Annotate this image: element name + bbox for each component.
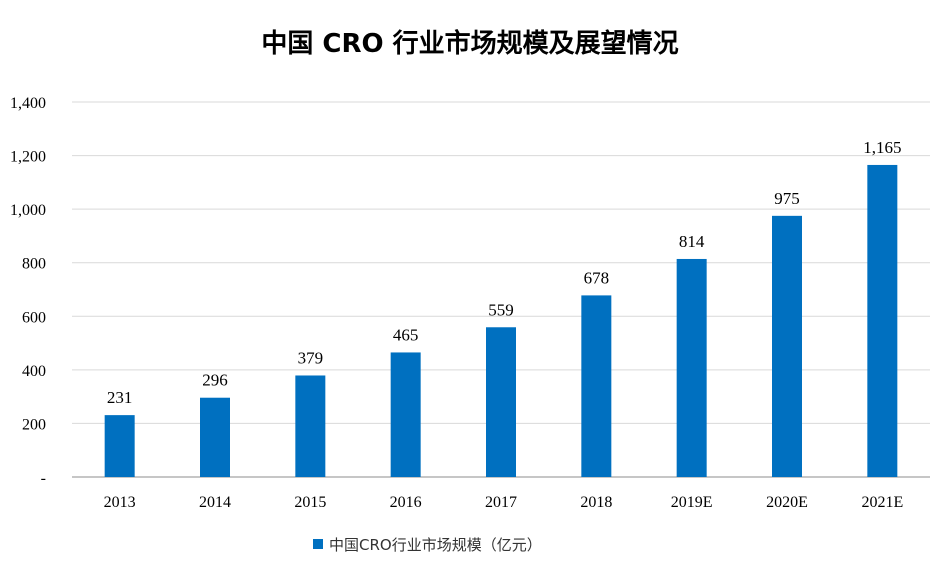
x-tick-label: 2020E	[766, 494, 808, 511]
y-tick-label: 400	[22, 363, 46, 380]
x-axis: 2013 2014 2015 2016 2017 2018 2019E 2020E 2021E	[104, 494, 904, 511]
data-label: 296	[202, 371, 228, 390]
data-label: 231	[107, 388, 133, 407]
data-label: 559	[488, 300, 514, 319]
y-tick-label: 200	[22, 416, 46, 433]
y-tick-label: -	[41, 470, 46, 487]
y-tick-label: 1,200	[10, 149, 46, 166]
legend-swatch	[313, 539, 323, 549]
x-tick-label: 2016	[390, 494, 422, 511]
data-label: 379	[298, 348, 324, 367]
y-tick-label: 1,000	[10, 202, 46, 219]
bar	[676, 258, 707, 477]
x-tick-label: 2014	[199, 494, 231, 511]
bar	[390, 352, 421, 477]
bar	[772, 215, 802, 477]
data-label: 975	[774, 189, 800, 208]
data-labels: 231 296 379 465 559 678 814 975 1,165	[107, 138, 902, 407]
data-label: 678	[584, 268, 610, 287]
legend-label: 中国CRO行业市场规模（亿元）	[329, 536, 542, 554]
x-tick-label: 2021E	[861, 494, 903, 511]
x-tick-label: 2018	[580, 494, 612, 511]
x-tick-label: 2017	[485, 494, 517, 511]
y-axis: - 200 400 600 800 1,000 1,200 1,400	[10, 95, 46, 487]
data-label: 814	[679, 232, 705, 251]
x-tick-label: 2013	[104, 494, 136, 511]
x-tick-label: 2019E	[671, 494, 713, 511]
legend: 中国CRO行业市场规模（亿元）	[313, 536, 542, 554]
bars	[104, 164, 898, 478]
data-label: 1,165	[863, 138, 901, 157]
bar	[295, 375, 326, 477]
chart-title: 中国 CRO 行业市场规模及展望情况	[261, 28, 678, 59]
bar	[200, 397, 230, 477]
y-tick-label: 600	[22, 309, 46, 326]
bar	[486, 327, 516, 477]
bar	[581, 295, 612, 477]
y-tick-label: 800	[22, 256, 46, 273]
data-label: 465	[393, 325, 419, 344]
y-tick-label: 1,400	[10, 95, 46, 112]
bar	[867, 164, 898, 478]
x-tick-label: 2015	[294, 494, 326, 511]
bar	[104, 415, 135, 477]
